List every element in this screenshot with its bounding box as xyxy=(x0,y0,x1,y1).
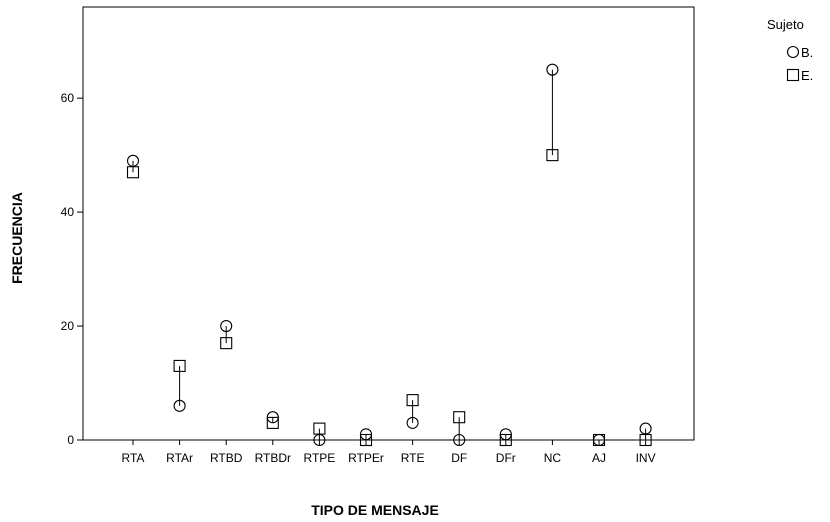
point-e-rte xyxy=(406,394,419,407)
x-tick-label-rtper: RTPEr xyxy=(348,451,384,465)
point-b-rtbd xyxy=(220,320,233,333)
x-tick-label-rtbdr: RTBDr xyxy=(255,451,291,465)
x-tick-label-df: DF xyxy=(451,451,467,465)
connectors xyxy=(132,69,647,440)
x-tick-label-nc: NC xyxy=(544,451,562,465)
x-tick-label-rta: RTA xyxy=(122,451,145,465)
point-e-inv xyxy=(639,433,652,447)
point-e-aj xyxy=(592,433,606,447)
legend-label-b: B. xyxy=(801,45,813,60)
x-tick-label-rtbd: RTBD xyxy=(210,451,243,465)
x-tick-label-inv: INV xyxy=(636,451,656,465)
point-b-df xyxy=(453,433,466,447)
x-tick-label-dfr: DFr xyxy=(496,451,516,465)
x-axis-title: TIPO DE MENSAJE xyxy=(311,502,439,518)
x-tick-label-rte: RTE xyxy=(401,451,425,465)
x-axis: RTA RTAr RTBD RTBDr RTPE RTPEr RTE DF DFr NC AJ INV xyxy=(122,440,656,465)
point-b-nc xyxy=(546,63,559,76)
plot-frame xyxy=(82,6,695,441)
legend-title: Sujeto xyxy=(767,17,804,32)
y-tick-label-40: 40 xyxy=(61,205,75,219)
y-axis: 0 20 40 60 xyxy=(61,91,83,447)
x-tick-label-aj: AJ xyxy=(592,451,606,465)
point-b-rte xyxy=(406,416,419,429)
point-e-rtar xyxy=(173,359,186,372)
y-tick-label-60: 60 xyxy=(61,91,75,105)
x-tick-label-rtpe: RTPE xyxy=(304,451,336,465)
legend-square-marker xyxy=(786,68,800,82)
point-e-dfr xyxy=(499,433,512,447)
legend: Sujeto B. E. xyxy=(767,17,813,83)
point-e-df xyxy=(453,411,466,424)
point-e-rtbd xyxy=(220,337,233,350)
point-e-rtper xyxy=(359,433,373,447)
y-axis-title: FRECUENCIA xyxy=(9,192,25,284)
point-e-rtpe xyxy=(313,422,326,435)
legend-label-e: E. xyxy=(801,68,813,83)
y-tick-label-0: 0 xyxy=(67,433,74,447)
x-tick-label-rtar: RTAr xyxy=(166,451,193,465)
point-e-rta xyxy=(126,166,140,179)
y-tick-label-20: 20 xyxy=(61,319,75,333)
point-b-rtar xyxy=(173,399,186,412)
markers xyxy=(126,63,652,447)
point-e-nc xyxy=(546,149,559,162)
point-e-rtbdr xyxy=(266,416,279,429)
legend-circle-marker xyxy=(786,45,800,59)
